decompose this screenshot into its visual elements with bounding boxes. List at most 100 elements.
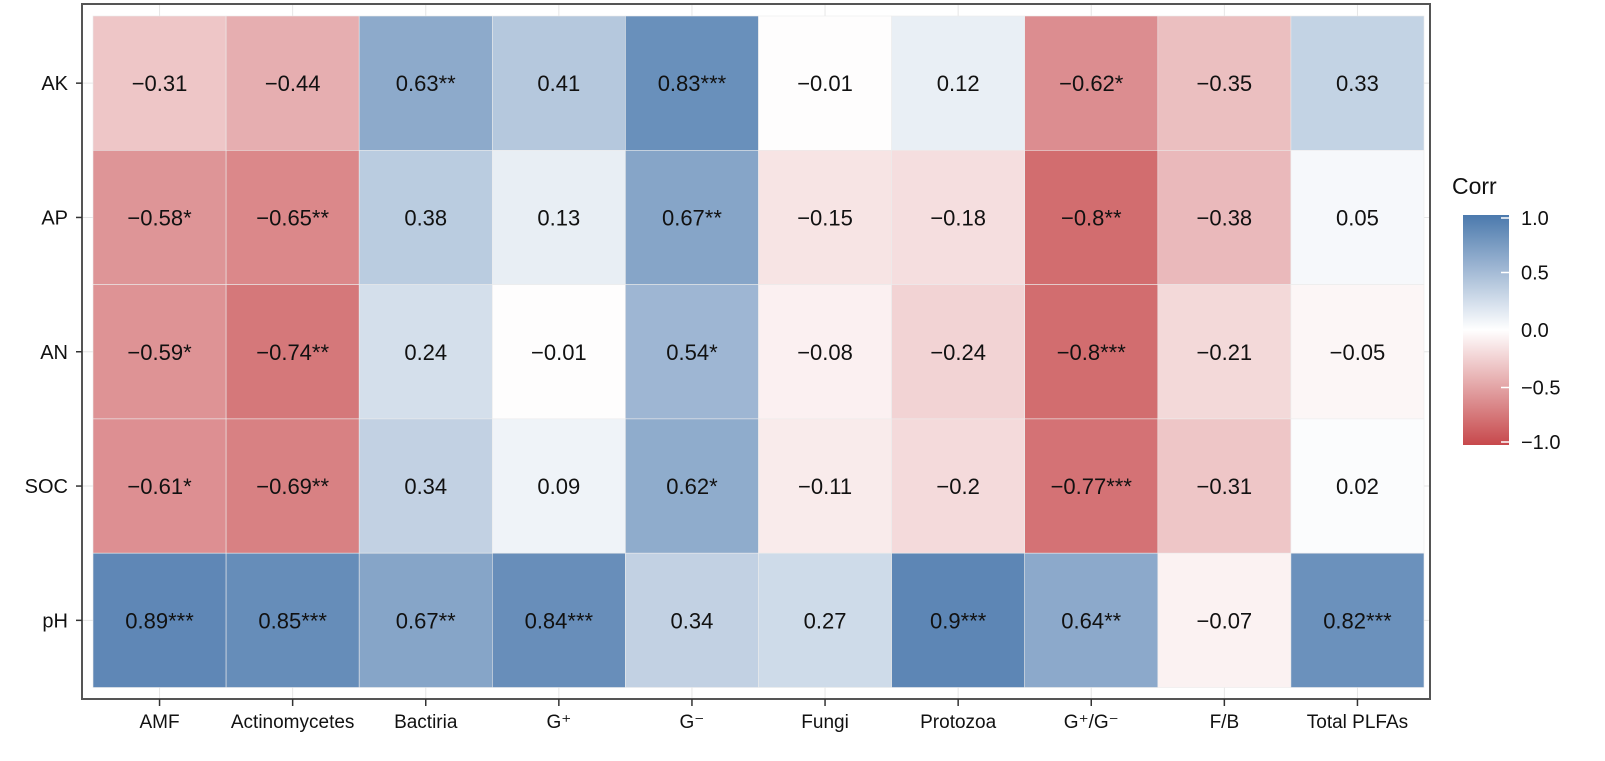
heatmap-cell [1024, 150, 1159, 285]
heatmap-cell [758, 418, 892, 554]
legend-tick-label: −0.5 [1521, 378, 1560, 400]
y-axis-label: pH [42, 610, 68, 632]
heatmap-cell [491, 418, 626, 554]
heatmap-cell [625, 15, 759, 151]
heatmap-cell [891, 418, 1025, 554]
heatmap-cell [1290, 552, 1425, 688]
heatmap-cell [1290, 15, 1425, 151]
cell-label: −0.05 [1330, 340, 1386, 365]
cell-label: 0.82*** [1323, 608, 1392, 633]
cell-label: −0.31 [1197, 474, 1253, 499]
heatmap-cell [225, 552, 360, 688]
heatmap-cell [625, 284, 759, 420]
y-axis-label: SOC [25, 476, 68, 498]
heatmap-cell [225, 418, 360, 554]
cell-label: −0.01 [531, 340, 587, 365]
cell-label: 0.41 [537, 71, 580, 96]
cell-label: 0.02 [1336, 474, 1379, 499]
cell-label: −0.35 [1197, 71, 1253, 96]
heatmap-cell [1157, 150, 1292, 285]
cell-label: −0.07 [1197, 608, 1253, 633]
heatmap-cell [491, 552, 626, 688]
cell-label: 0.34 [404, 474, 447, 499]
heatmap-cell [1024, 15, 1159, 151]
heatmap-cell [92, 150, 227, 285]
heatmap-cell [1157, 15, 1292, 151]
cell-label: 0.12 [937, 71, 980, 96]
heatmap-cell [1024, 284, 1159, 420]
cell-label: 0.33 [1336, 71, 1379, 96]
heatmap-cell [891, 284, 1025, 420]
cell-label: 0.9*** [930, 608, 987, 633]
cell-label: −0.38 [1197, 205, 1253, 230]
cell-label: −0.2 [936, 474, 979, 499]
cell-label: 0.09 [537, 474, 580, 499]
cell-label: −0.21 [1197, 340, 1253, 365]
heatmap-cell [92, 552, 227, 688]
cell-label: 0.38 [404, 205, 447, 230]
x-axis-label: G⁺/G⁻ [1064, 712, 1119, 733]
heatmap-cell [491, 150, 626, 285]
x-axis-label: Fungi [801, 712, 849, 733]
cell-label: −0.01 [797, 71, 853, 96]
heatmap-cell [891, 15, 1025, 151]
heatmap-cell [1024, 418, 1159, 554]
heatmap-cell [92, 284, 227, 420]
cell-label: 0.85*** [258, 608, 327, 633]
cell-label: −0.65** [256, 205, 329, 230]
heatmap-cell [1157, 284, 1292, 420]
cell-label: −0.08 [797, 340, 853, 365]
y-axis-label: AK [41, 73, 68, 95]
heatmap-cell [891, 150, 1025, 285]
cell-label: 0.05 [1336, 205, 1379, 230]
heatmap-cell [92, 418, 227, 554]
x-axis-label: G⁺ [546, 712, 571, 733]
cell-label: −0.11 [798, 474, 852, 499]
cell-label: 0.89*** [125, 608, 194, 633]
x-axis-label: AMF [139, 712, 179, 733]
cell-label: 0.67** [396, 608, 456, 633]
heatmap-cell [1290, 284, 1425, 420]
heatmap-cell [758, 150, 892, 285]
cell-label: −0.8*** [1057, 340, 1127, 365]
legend-tick-label: 0.0 [1521, 320, 1549, 342]
heatmap-cell [1290, 418, 1425, 554]
heatmap-cell [225, 150, 360, 285]
cell-label: −0.31 [132, 71, 188, 96]
legend-title: Corr [1452, 173, 1497, 199]
x-axis-label: Total PLFAs [1307, 712, 1408, 733]
cell-label: 0.83*** [658, 71, 727, 96]
x-axis-label: Bactiria [394, 712, 458, 733]
heatmap-cell [491, 15, 626, 151]
cell-label: 0.34 [671, 608, 714, 633]
cell-label: 0.64** [1061, 608, 1121, 633]
heatmap-cell [1157, 552, 1292, 688]
heatmap-cell [625, 418, 759, 554]
cell-label: 0.13 [537, 205, 580, 230]
cell-label: 0.54* [666, 340, 718, 365]
heatmap-cell [758, 552, 892, 688]
heatmap-cell [225, 284, 360, 420]
x-axis-label: G⁻ [680, 712, 705, 733]
heatmap-cell [758, 284, 892, 420]
cell-label: 0.24 [404, 340, 447, 365]
cell-label: 0.84*** [525, 608, 594, 633]
cell-label: 0.62* [666, 474, 718, 499]
legend-tick-label: 1.0 [1521, 208, 1549, 230]
cell-label: −0.69** [256, 474, 329, 499]
heatmap-cell [1290, 150, 1425, 285]
cell-label: 0.63** [396, 71, 456, 96]
x-axis-label: F/B [1210, 712, 1240, 733]
legend-tick-label: −1.0 [1521, 432, 1560, 454]
cell-label: −0.74** [256, 340, 329, 365]
heatmap-cell [225, 15, 360, 151]
x-axis-label: Protozoa [920, 712, 996, 733]
cell-label: −0.59* [127, 340, 192, 365]
cell-label: 0.27 [804, 608, 847, 633]
heatmap-cell [1024, 552, 1159, 688]
cell-label: −0.44 [265, 71, 321, 96]
heatmap-cell [891, 552, 1025, 688]
cell-label: −0.61* [127, 474, 192, 499]
